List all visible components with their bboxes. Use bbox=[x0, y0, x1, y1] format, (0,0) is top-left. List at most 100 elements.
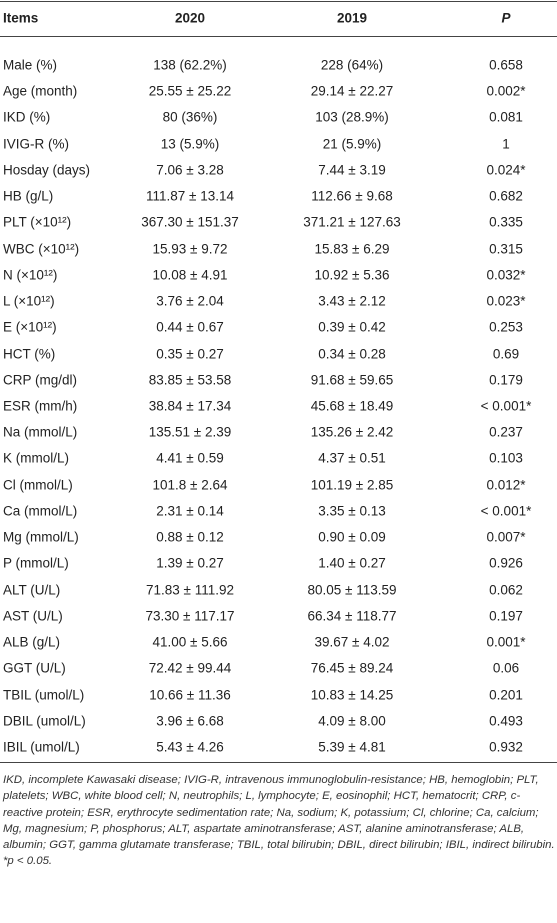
row-label: IBIL (umol/L) bbox=[3, 739, 80, 755]
row-label: K (mmol/L) bbox=[3, 450, 70, 466]
cell: 13 (5.9%) bbox=[160, 136, 220, 152]
cell: 4.37 ± 0.51 bbox=[318, 450, 386, 466]
row-label: DBIL (umol/L) bbox=[3, 713, 86, 729]
cell: 0.493 bbox=[489, 713, 523, 729]
cell: 367.30 ± 151.37 bbox=[141, 214, 239, 230]
cell: 0.001* bbox=[486, 634, 526, 650]
cell: 135.26 ± 2.42 bbox=[310, 424, 394, 440]
cell: 1.39 ± 0.27 bbox=[156, 555, 224, 571]
cell: 228 (64%) bbox=[320, 57, 384, 73]
cell: 0.926 bbox=[489, 555, 523, 571]
cell: 0.682 bbox=[489, 188, 523, 204]
cell: 1.40 ± 0.27 bbox=[318, 555, 386, 571]
cell: 10.83 ± 14.25 bbox=[310, 687, 394, 703]
cell: 3.76 ± 2.04 bbox=[156, 293, 224, 309]
cell: 2.31 ± 0.14 bbox=[156, 503, 224, 519]
cell: 0.032* bbox=[486, 267, 526, 283]
top-rule bbox=[0, 1, 557, 2]
row-label: ESR (mm/h) bbox=[3, 398, 78, 414]
cell: 21 (5.9%) bbox=[322, 136, 382, 152]
cell: 101.19 ± 2.85 bbox=[310, 477, 394, 493]
row-label: Cl (mmol/L) bbox=[3, 477, 73, 493]
cell: 41.00 ± 5.66 bbox=[152, 634, 228, 650]
row-label: Age (month) bbox=[3, 83, 78, 99]
row-label: HCT (%) bbox=[3, 346, 56, 362]
cell: 80 (36%) bbox=[162, 109, 218, 125]
row-label: IKD (%) bbox=[3, 109, 51, 125]
cell: 10.92 ± 5.36 bbox=[314, 267, 390, 283]
cell: 10.08 ± 4.91 bbox=[152, 267, 228, 283]
header-rule bbox=[0, 36, 557, 37]
cell: 3.35 ± 0.13 bbox=[318, 503, 386, 519]
cell: 72.42 ± 99.44 bbox=[148, 660, 232, 676]
cell: 0.081 bbox=[489, 109, 523, 125]
cell: 0.658 bbox=[489, 57, 523, 73]
cell: 0.007* bbox=[486, 529, 526, 545]
cell: 7.44 ± 3.19 bbox=[318, 162, 386, 178]
cell: 0.179 bbox=[489, 372, 523, 388]
row-label: Mg (mmol/L) bbox=[3, 529, 79, 545]
cell: 0.103 bbox=[489, 450, 523, 466]
cell: < 0.001* bbox=[480, 503, 532, 519]
cell: 112.66 ± 9.68 bbox=[311, 188, 393, 204]
cell: 73.30 ± 117.17 bbox=[145, 608, 235, 624]
cell: 80.05 ± 113.59 bbox=[307, 582, 397, 598]
header-cell: 2019 bbox=[336, 10, 368, 26]
cell: 39.67 ± 4.02 bbox=[314, 634, 390, 650]
row-label: L (×10¹²) bbox=[3, 293, 55, 309]
cell: 0.06 bbox=[492, 660, 520, 676]
cell: < 0.001* bbox=[480, 398, 532, 414]
cell: 0.197 bbox=[489, 608, 523, 624]
cell: 29.14 ± 22.27 bbox=[310, 83, 394, 99]
cell: 38.84 ± 17.34 bbox=[148, 398, 232, 414]
row-label: E (×10¹²) bbox=[3, 319, 57, 335]
row-label: Male (%) bbox=[3, 57, 58, 73]
cell: 7.06 ± 3.28 bbox=[156, 162, 224, 178]
row-label: AST (U/L) bbox=[3, 608, 63, 624]
row-label: P (mmol/L) bbox=[3, 555, 69, 571]
cell: 3.43 ± 2.12 bbox=[318, 293, 386, 309]
footnote: IKD, incomplete Kawasaki disease; IVIG-R… bbox=[3, 774, 555, 852]
cell: 15.93 ± 9.72 bbox=[152, 241, 228, 257]
cell: 91.68 ± 59.65 bbox=[310, 372, 394, 388]
cell: 0.88 ± 0.12 bbox=[156, 529, 224, 545]
cell: 1 bbox=[502, 136, 510, 152]
row-label: TBIL (umol/L) bbox=[3, 687, 85, 703]
row-label: IVIG-R (%) bbox=[3, 136, 69, 152]
cell: 83.85 ± 53.58 bbox=[148, 372, 232, 388]
cell: 4.09 ± 8.00 bbox=[318, 713, 386, 729]
cell: 76.45 ± 89.24 bbox=[310, 660, 394, 676]
cell: 0.44 ± 0.67 bbox=[156, 319, 224, 335]
cell: 0.237 bbox=[489, 424, 523, 440]
cell: 111.87 ± 13.14 bbox=[146, 188, 234, 204]
cell: 25.55 ± 25.22 bbox=[148, 83, 232, 99]
cell: 0.34 ± 0.28 bbox=[318, 346, 386, 362]
cell: 0.062 bbox=[489, 582, 523, 598]
cell: 5.39 ± 4.81 bbox=[318, 739, 386, 755]
row-label: GGT (U/L) bbox=[3, 660, 66, 676]
row-label: CRP (mg/dl) bbox=[3, 372, 78, 388]
bottom-rule bbox=[0, 762, 557, 763]
cell: 15.83 ± 6.29 bbox=[314, 241, 390, 257]
significance-note: *p < 0.05. bbox=[3, 855, 53, 868]
cell: 0.024* bbox=[486, 162, 526, 178]
cell: 0.35 ± 0.27 bbox=[156, 346, 224, 362]
header-cell: 2020 bbox=[174, 10, 206, 26]
cell: 0.002* bbox=[486, 83, 526, 99]
cell: 0.90 ± 0.09 bbox=[318, 529, 386, 545]
cell: 71.83 ± 111.92 bbox=[146, 582, 234, 598]
cell: 0.253 bbox=[489, 319, 523, 335]
cell: 45.68 ± 18.49 bbox=[310, 398, 394, 414]
row-label: Ca (mmol/L) bbox=[3, 503, 78, 519]
cell: 5.43 ± 4.26 bbox=[156, 739, 224, 755]
footnote-block: IKD, incomplete Kawasaki disease; IVIG-R… bbox=[3, 772, 555, 870]
cell: 135.51 ± 2.39 bbox=[148, 424, 232, 440]
cell: 0.39 ± 0.42 bbox=[318, 319, 386, 335]
row-label: Hosday (days) bbox=[3, 162, 91, 178]
header-cell: Items bbox=[3, 10, 39, 26]
cell: 103 (28.9%) bbox=[315, 109, 389, 125]
header-cell: P bbox=[501, 10, 511, 26]
cell: 101.8 ± 2.64 bbox=[152, 477, 228, 493]
cell: 66.34 ± 118.77 bbox=[307, 608, 397, 624]
